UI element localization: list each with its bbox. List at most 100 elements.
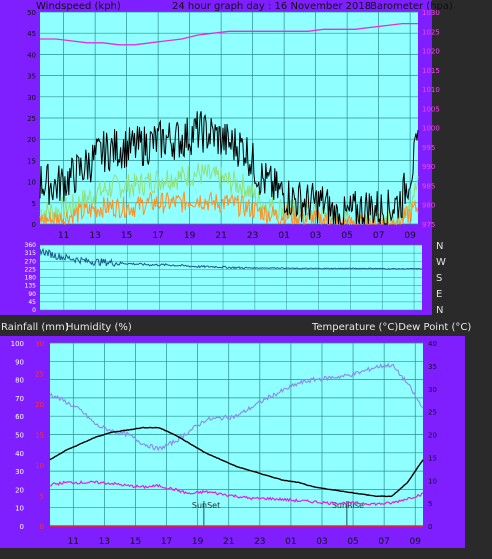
barometer-axis-title: Barometer (hpa): [370, 1, 453, 12]
direction-tick-label: 315: [25, 250, 37, 257]
wind-low-line: [39, 190, 419, 226]
windspeed-tick-label: 15: [27, 157, 36, 165]
temperature-tick-label: 15: [428, 454, 437, 462]
temp-x-tick-label: 15: [130, 537, 141, 547]
temp-x-tick-label: 13: [99, 537, 110, 547]
graph-title: 24 hour graph day : 16 November 2018: [172, 1, 371, 12]
wind-gust-line: [39, 111, 419, 225]
direction-tick-label: 270: [25, 258, 37, 265]
temp-x-tick-label: 09: [410, 537, 422, 547]
direction-tick-label: 45: [28, 299, 36, 306]
temperature-tick-label: 35: [428, 363, 437, 371]
wind-x-tick-label: 15: [121, 231, 132, 241]
temperature-tick-label: 30: [428, 386, 437, 394]
humidity-line: [49, 362, 424, 452]
bottom-label-strip: Rainfall (mm) Humidity (%) Temperature (…: [1, 322, 471, 333]
rainfall-axis-title: Rainfall (mm): [1, 322, 69, 333]
temp-x-tick-label: 03: [316, 537, 327, 547]
wind-x-tick-label: 23: [247, 231, 258, 241]
wind-direction-line: [39, 247, 423, 270]
rainfall-tick-label: 20: [35, 401, 44, 409]
barometer-tick-label: 985: [422, 182, 435, 190]
windspeed-tick-label: 25: [27, 115, 36, 123]
barometer-tick-label: 990: [422, 163, 435, 171]
compass-label-n-bottom: N: [436, 305, 443, 316]
barometer-tick-label: 980: [422, 202, 435, 210]
humidity-tick-label: 50: [15, 432, 24, 440]
wind-x-tick-label: 09: [404, 231, 416, 241]
humidity-tick-label: 90: [15, 358, 24, 366]
humidity-tick-label: 60: [15, 413, 24, 421]
humidity-tick-label: 30: [15, 468, 24, 476]
windspeed-tick-label: 30: [27, 94, 36, 102]
temperature-line: [49, 426, 424, 498]
humidity-tick-label: 80: [15, 377, 24, 385]
barometer-tick-label: 1020: [422, 48, 440, 56]
rainfall-tick-label: 5: [40, 493, 44, 501]
humidity-tick-label: 40: [15, 450, 24, 458]
temperature-tick-label: 20: [428, 432, 437, 440]
temperature-tick-label: 40: [428, 340, 437, 348]
wind-x-tick-label: 01: [278, 231, 289, 241]
wind-average-line: [39, 162, 419, 226]
direction-tick-label: 180: [25, 275, 37, 282]
barometer-tick-label: 1030: [422, 9, 440, 17]
rainfall-tick-label: 0: [40, 523, 44, 531]
rainfall-tick-label: 30: [35, 340, 44, 348]
temp-x-tick-label: 05: [347, 537, 358, 547]
sunrise-label: SunRise: [332, 501, 364, 510]
wind-x-tick-label: 13: [89, 231, 100, 241]
barometer-tick-label: 1025: [422, 28, 440, 36]
temperature-tick-label: 25: [428, 409, 437, 417]
barometer-tick-label: 1015: [422, 67, 440, 75]
windspeed-tick-label: 35: [27, 73, 36, 81]
barometer-tick-label: 1000: [422, 125, 440, 133]
humidity-tick-label: 0: [20, 523, 24, 531]
temp-x-tick-label: 11: [68, 537, 79, 547]
temp-x-tick-label: 19: [192, 537, 204, 547]
compass-label-n-top: N: [436, 241, 443, 252]
rainfall-tick-label: 15: [35, 432, 44, 440]
compass-label-s: S: [436, 273, 442, 284]
windspeed-tick-label: 40: [27, 51, 36, 59]
temp-x-tick-label: 07: [378, 537, 389, 547]
barometer-tick-label: 995: [422, 144, 435, 152]
wind-x-tick-label: 17: [152, 231, 163, 241]
humidity-tick-label: 100: [11, 340, 24, 348]
barometer-line: [40, 22, 418, 46]
windspeed-axis-title: Windspeed (kph): [36, 1, 121, 12]
wind-x-tick-label: 11: [58, 231, 69, 241]
humidity-tick-label: 70: [15, 395, 24, 403]
humidity-tick-label: 20: [15, 486, 24, 494]
windspeed-tick-label: 10: [27, 179, 36, 187]
temperature-tick-label: 5: [428, 500, 432, 508]
compass-label-e: E: [436, 289, 442, 300]
wind-x-tick-label: 03: [310, 231, 321, 241]
direction-tick-label: 225: [25, 266, 37, 273]
windspeed-tick-label: 0: [32, 221, 36, 229]
wind-x-tick-label: 19: [184, 231, 196, 241]
windspeed-tick-label: 5: [32, 200, 36, 208]
wind-x-tick-label: 07: [373, 231, 384, 241]
temp-x-tick-label: 01: [285, 537, 296, 547]
barometer-tick-label: 1010: [422, 86, 440, 94]
temp-x-tick-label: 17: [161, 537, 172, 547]
temp-x-tick-label: 21: [223, 537, 234, 547]
barometer-tick-label: 975: [422, 221, 435, 229]
temperature-dewpoint-axis-title: Temperature (°C)Dew Point (°C): [311, 322, 471, 333]
humidity-axis-title: Humidity (%): [66, 322, 132, 333]
direction-tick-label: 360: [25, 242, 37, 249]
wind-x-tick-label: 21: [215, 231, 226, 241]
rainfall-tick-label: 25: [35, 371, 44, 379]
temp-x-tick-label: 23: [254, 537, 265, 547]
humidity-tick-label: 10: [15, 505, 24, 513]
temperature-tick-label: 10: [428, 477, 437, 485]
direction-tick-label: 135: [25, 283, 37, 290]
direction-tick-label: 90: [28, 291, 36, 298]
temperature-tick-label: 0: [428, 523, 432, 531]
